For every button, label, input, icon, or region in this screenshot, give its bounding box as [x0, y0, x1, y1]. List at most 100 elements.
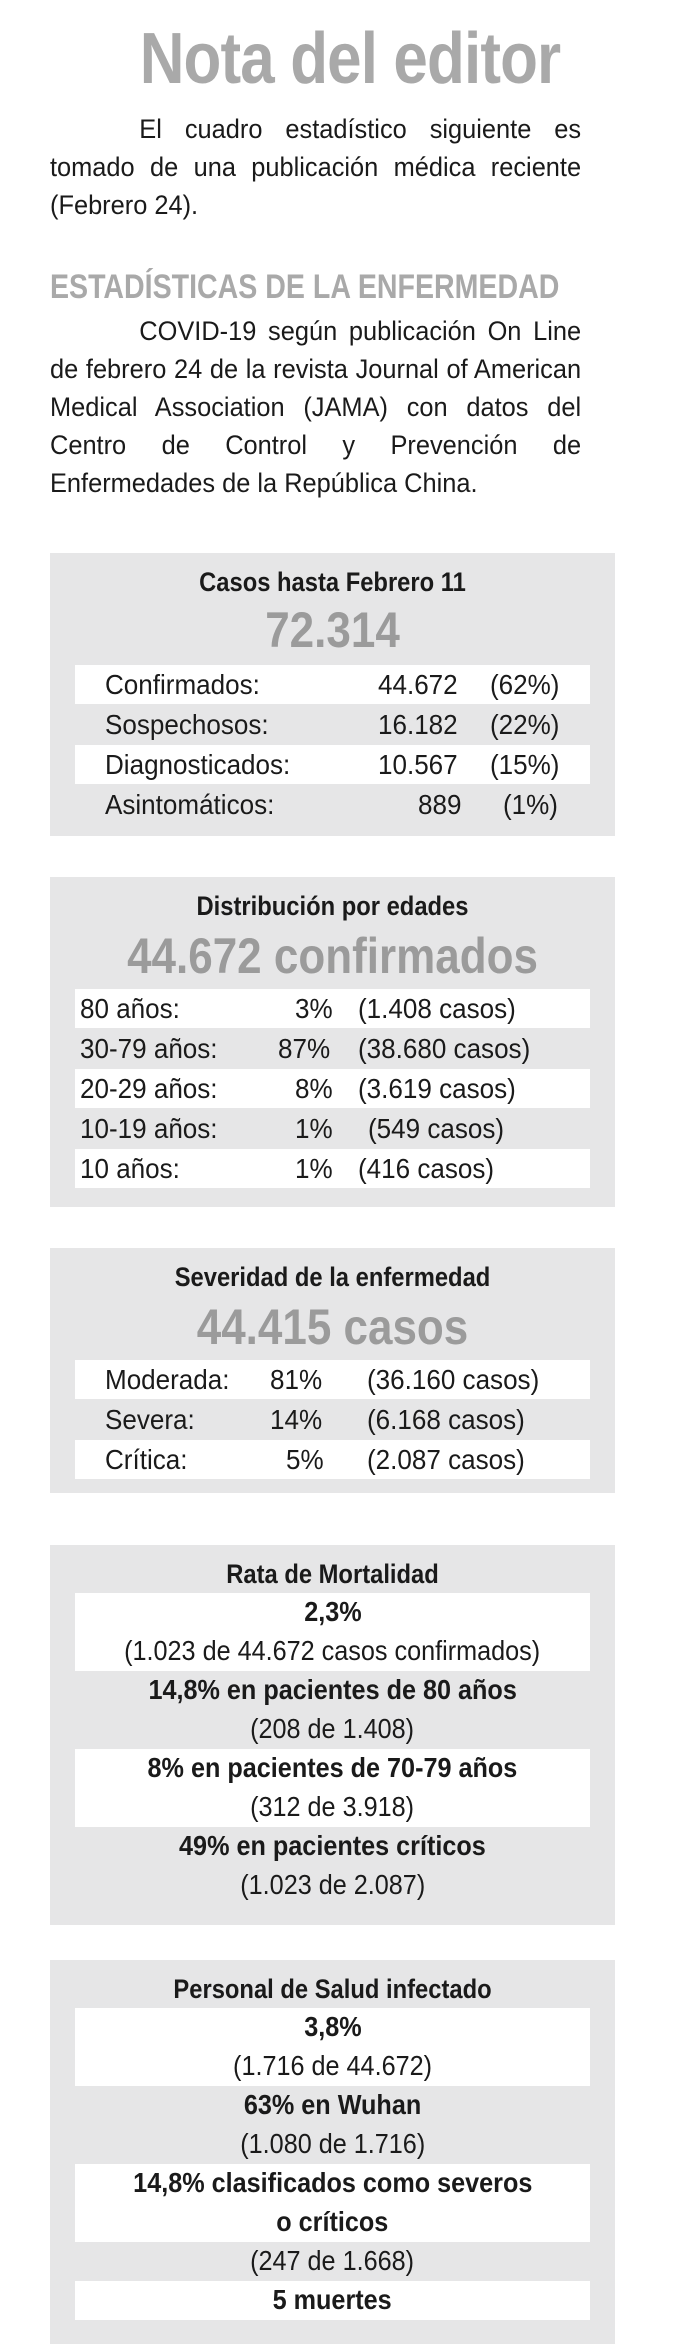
health-workers-lines: 3,8% (1.716 de 44.672) 63% en Wuhan (1.0…: [75, 2008, 590, 2320]
row-label: Asintomáticos:: [105, 789, 275, 820]
page-title: Nota del editor: [139, 19, 561, 99]
mortality-rate: 2,3%: [75, 1593, 590, 1632]
line-text: 8% en pacientes de 70-79 años: [147, 1752, 518, 1783]
row-cases: (36.160 casos): [367, 1364, 540, 1395]
mortality-critical-rate: 49% en pacientes críticos: [75, 1827, 590, 1866]
table-row: Severa: 14% (6.168 casos): [75, 1400, 590, 1439]
row-label: 10-19 años:: [80, 1113, 218, 1144]
infected-detail: (1.716 de 44.672): [75, 2047, 590, 2086]
row-label: Confirmados:: [105, 669, 260, 700]
table-row: Asintomáticos: 889 (1%): [75, 785, 590, 824]
section-subhead: ESTADÍSTICAS DE LA ENFERMEDAD: [50, 268, 560, 306]
table-row: 30-79 años: 87% (38.680 casos): [75, 1029, 590, 1068]
cases-box: Casos hasta Febrero 11 72.314 Confirmado…: [50, 553, 615, 836]
table-row: Confirmados: 44.672 (62%): [75, 665, 590, 704]
row-label: Crítica:: [105, 1444, 188, 1475]
line-text: (1.023 de 2.087): [240, 1869, 425, 1900]
cases-table: Confirmados: 44.672 (62%) Sospechosos: 1…: [75, 665, 590, 825]
age-table: 80 años: 3% (1.408 casos) 30-79 años: 87…: [75, 989, 590, 1189]
row-cases: (1.408 casos): [358, 993, 516, 1024]
row-percent: 5%: [286, 1444, 324, 1475]
row-cases: (3.619 casos): [358, 1073, 516, 1104]
line-text: (1.080 de 1.716): [240, 2128, 425, 2159]
severe-detail: (247 de 1.668): [75, 2242, 590, 2281]
row-value: 16.182: [378, 709, 458, 740]
row-percent: 14%: [270, 1404, 323, 1435]
row-percent: (1%): [503, 789, 558, 820]
infected-rate: 3,8%: [75, 2008, 590, 2047]
severity-total: 44.415 casos: [196, 1299, 469, 1355]
line-text: 2,3%: [303, 1596, 362, 1627]
severity-table: Moderada: 81% (36.160 casos) Severa: 14%…: [75, 1360, 590, 1480]
mortality-critical-detail: (1.023 de 2.087): [75, 1866, 590, 1905]
table-row: Sospechosos: 16.182 (22%): [75, 705, 590, 744]
row-percent: 87%: [278, 1033, 331, 1064]
row-value: 889: [418, 789, 462, 820]
row-percent: 1%: [295, 1153, 333, 1184]
line-text: 5 muertes: [272, 2284, 393, 2315]
age-distribution-box: Distribución por edades 44.672 confirmad…: [50, 877, 615, 1207]
row-label: Diagnosticados:: [105, 749, 291, 780]
table-row: Crítica: 5% (2.087 casos): [75, 1440, 590, 1479]
wuhan-detail: (1.080 de 1.716): [75, 2125, 590, 2164]
health-workers-title: Personal de Salud infectado: [173, 1974, 492, 2004]
row-percent: 3%: [295, 993, 333, 1024]
health-workers-box: Personal de Salud infectado 3,8% (1.716 …: [50, 1960, 615, 2344]
row-percent: 1%: [295, 1113, 333, 1144]
mortality-80-rate: 14,8% en pacientes de 80 años: [75, 1671, 590, 1710]
row-label: Sospechosos:: [105, 709, 269, 740]
table-row: 10-19 años: 1% (549 casos): [75, 1109, 590, 1148]
row-cases: (6.168 casos): [367, 1404, 525, 1435]
row-cases: (2.087 casos): [367, 1444, 525, 1475]
row-cases: (549 casos): [368, 1113, 505, 1144]
line-text: o críticos: [276, 2206, 389, 2237]
mortality-70-79-detail: (312 de 3.918): [75, 1788, 590, 1827]
table-row: 20-29 años: 8% (3.619 casos): [75, 1069, 590, 1108]
table-row: Moderada: 81% (36.160 casos): [75, 1360, 590, 1399]
row-label: 20-29 años:: [80, 1073, 218, 1104]
intro-paragraph: El cuadro estadístico siguiente es tomad…: [50, 114, 582, 220]
row-percent: 81%: [270, 1364, 323, 1395]
mortality-box: Rata de Mortalidad 2,3% (1.023 de 44.672…: [50, 1545, 615, 1925]
deaths-line: 5 muertes: [75, 2281, 590, 2320]
mortality-70-79-rate: 8% en pacientes de 70-79 años: [75, 1749, 590, 1788]
row-label: 30-79 años:: [80, 1033, 218, 1064]
row-cases: (38.680 casos): [358, 1033, 531, 1064]
row-value: 44.672: [378, 669, 458, 700]
row-label: 80 años:: [80, 993, 180, 1024]
row-label: Moderada:: [105, 1364, 230, 1395]
line-text: (208 de 1.408): [250, 1713, 415, 1744]
row-label: Severa:: [105, 1404, 195, 1435]
row-percent: (62%): [490, 669, 560, 700]
line-text: 14,8% clasificados como severos: [132, 2167, 533, 2198]
line-text: (247 de 1.668): [250, 2245, 415, 2276]
table-row: Diagnosticados: 10.567 (15%): [75, 745, 590, 784]
age-total: 44.672 confirmados: [127, 928, 538, 984]
age-title: Distribución por edades: [196, 891, 469, 921]
severity-title: Severidad de la enfermedad: [174, 1262, 491, 1292]
severe-rate-line2: o críticos: [75, 2203, 590, 2242]
row-percent: (22%): [490, 709, 560, 740]
body-paragraph: COVID-19 según publicación On Line de fe…: [50, 316, 582, 498]
line-text: (312 de 3.918): [250, 1791, 415, 1822]
mortality-lines: 2,3% (1.023 de 44.672 casos confirmados)…: [75, 1593, 590, 1905]
mortality-80-detail: (208 de 1.408): [75, 1710, 590, 1749]
row-value: 10.567: [378, 749, 458, 780]
mortality-detail: (1.023 de 44.672 casos confirmados): [75, 1632, 590, 1671]
row-cases: (416 casos): [358, 1153, 495, 1184]
wuhan-rate: 63% en Wuhan: [75, 2086, 590, 2125]
line-text: 63% en Wuhan: [243, 2089, 422, 2120]
severity-box: Severidad de la enfermedad 44.415 casos …: [50, 1248, 615, 1493]
cases-total: 72.314: [265, 602, 400, 658]
row-percent: (15%): [490, 749, 560, 780]
line-text: 49% en pacientes críticos: [179, 1830, 486, 1861]
mortality-title: Rata de Mortalidad: [226, 1559, 439, 1589]
line-text: (1.023 de 44.672 casos confirmados): [124, 1635, 541, 1666]
row-percent: 8%: [295, 1073, 333, 1104]
cases-title: Casos hasta Febrero 11: [199, 567, 466, 597]
table-row: 10 años: 1% (416 casos): [75, 1149, 590, 1188]
line-text: (1.716 de 44.672): [233, 2050, 432, 2081]
table-row: 80 años: 3% (1.408 casos): [75, 989, 590, 1028]
line-text: 3,8%: [303, 2011, 362, 2042]
line-text: 14,8% en pacientes de 80 años: [148, 1674, 517, 1705]
